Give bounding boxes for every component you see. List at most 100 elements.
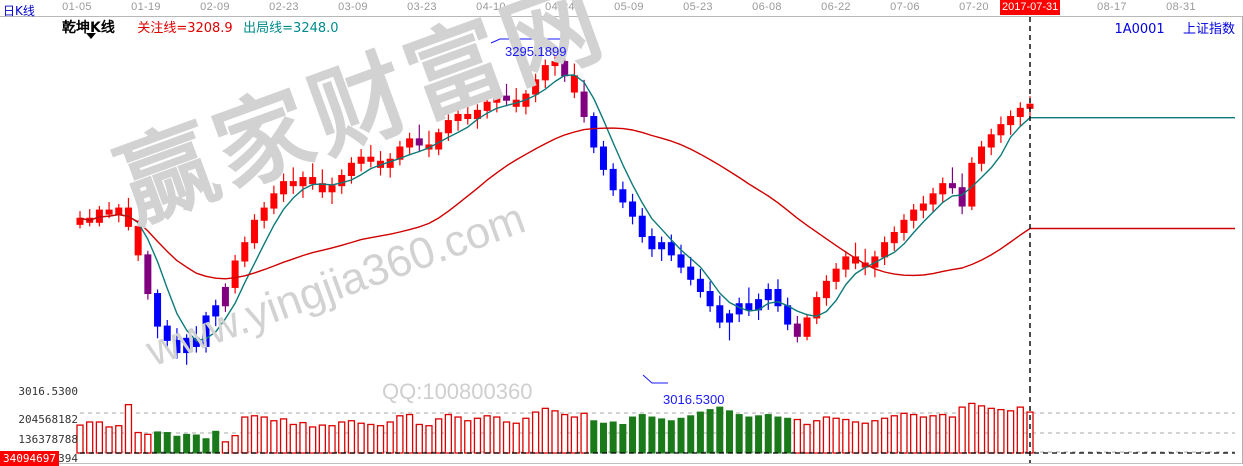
volume-bar — [464, 420, 472, 454]
candle-body — [144, 254, 152, 295]
candle-body — [910, 209, 918, 221]
candle-body — [997, 124, 1005, 136]
volume-bar — [774, 416, 782, 454]
date-tick: 05-09 — [614, 1, 644, 13]
candle-body — [173, 339, 181, 354]
volume-bar — [890, 415, 898, 454]
date-tick: 04-10 — [476, 1, 506, 13]
volume-pane[interactable] — [0, 388, 1243, 463]
low-price-callout: 3016.5300 — [663, 392, 725, 407]
candle-body — [813, 297, 821, 319]
volume-bar — [793, 418, 802, 454]
candle-body — [570, 75, 578, 93]
candle-body — [503, 95, 511, 101]
volume-bar — [163, 432, 171, 454]
candle-body — [309, 177, 317, 185]
candle-body — [425, 144, 433, 150]
candle-body — [939, 183, 947, 195]
volume-bar — [202, 438, 210, 454]
candle-body — [890, 231, 898, 244]
volume-bar — [706, 409, 714, 454]
volume-bar — [803, 423, 811, 454]
candle-body — [396, 146, 404, 160]
volume-axis-label: 3016.5300 — [18, 385, 78, 398]
ma-fast-line — [79, 74, 1235, 342]
candle-body — [900, 219, 908, 233]
volume-bar — [813, 420, 821, 454]
volume-bar — [658, 418, 666, 454]
volume-bar — [318, 424, 327, 454]
candle-body — [580, 91, 588, 117]
candle-body — [706, 291, 714, 307]
volume-bar — [629, 416, 637, 454]
chevron-down-icon[interactable] — [86, 33, 96, 39]
volume-bar — [367, 423, 375, 454]
symbol-code: 1A0001 — [1114, 22, 1165, 37]
candle-body — [328, 185, 336, 193]
candle-body — [687, 266, 695, 280]
candle-body — [221, 286, 229, 307]
candle-body — [202, 315, 210, 347]
cursor-volume-label: 34094697 — [0, 451, 59, 466]
volume-bar — [260, 416, 268, 454]
volume-bar — [648, 416, 656, 454]
volume-bar — [939, 413, 947, 454]
volume-bar — [270, 420, 278, 454]
volume-bar — [929, 415, 937, 454]
volume-bar — [396, 415, 404, 454]
period-title[interactable]: 日K线 — [3, 4, 35, 18]
price-pane[interactable] — [0, 17, 1243, 388]
volume-bar — [95, 421, 104, 454]
volume-bar — [599, 422, 607, 454]
volume-bar — [958, 406, 966, 454]
volume-bar — [987, 407, 995, 454]
date-tick: 04-24 — [545, 1, 575, 13]
date-tick: 06-22 — [821, 1, 851, 13]
date-tick: 01-05 — [62, 1, 92, 13]
volume-bar — [764, 414, 772, 454]
volume-bar — [667, 420, 675, 454]
date-tick: 08-31 — [1166, 1, 1196, 13]
volume-bar — [512, 422, 520, 454]
candle-body — [1016, 107, 1024, 117]
volume-bar — [115, 425, 123, 454]
volume-bar — [677, 417, 685, 454]
volume-bar — [910, 413, 918, 454]
candle-body — [551, 61, 559, 67]
symbol-label[interactable]: 1A0001 上证指数 — [1114, 18, 1235, 37]
candle-body — [725, 313, 733, 323]
symbol-name: 上证指数 — [1182, 22, 1235, 37]
volume-bar — [221, 441, 230, 454]
volume-axis-label: 204568182 — [18, 413, 78, 426]
volume-bar — [241, 416, 249, 454]
candle-body — [270, 193, 278, 209]
volume-bar — [687, 415, 695, 454]
volume-bar — [328, 425, 336, 454]
volume-bar — [376, 425, 385, 454]
volume-bar — [289, 423, 297, 454]
volume-bar — [192, 434, 200, 454]
candle-body — [629, 201, 637, 217]
volume-bar — [725, 410, 733, 454]
candle-body — [948, 183, 956, 189]
volume-bar — [473, 417, 482, 454]
candle-body — [192, 337, 200, 347]
candle-body — [532, 79, 540, 95]
volume-bar — [502, 421, 511, 454]
volume-bar — [415, 423, 423, 454]
volume-bar — [561, 413, 569, 454]
volume-axis-label: 136378788 — [18, 433, 78, 446]
volume-bar — [522, 417, 530, 454]
candle-body — [793, 323, 801, 337]
indicator-name[interactable]: 乾坤K线 — [62, 20, 115, 36]
date-tick: 06-08 — [752, 1, 782, 13]
candle-body — [154, 293, 162, 327]
candle-body — [978, 146, 986, 164]
volume-bar — [357, 422, 365, 454]
volume-bar — [832, 417, 840, 454]
candle-body — [493, 95, 501, 103]
candle-body — [483, 101, 491, 111]
volume-bar — [483, 415, 491, 454]
candle-body — [609, 168, 617, 191]
